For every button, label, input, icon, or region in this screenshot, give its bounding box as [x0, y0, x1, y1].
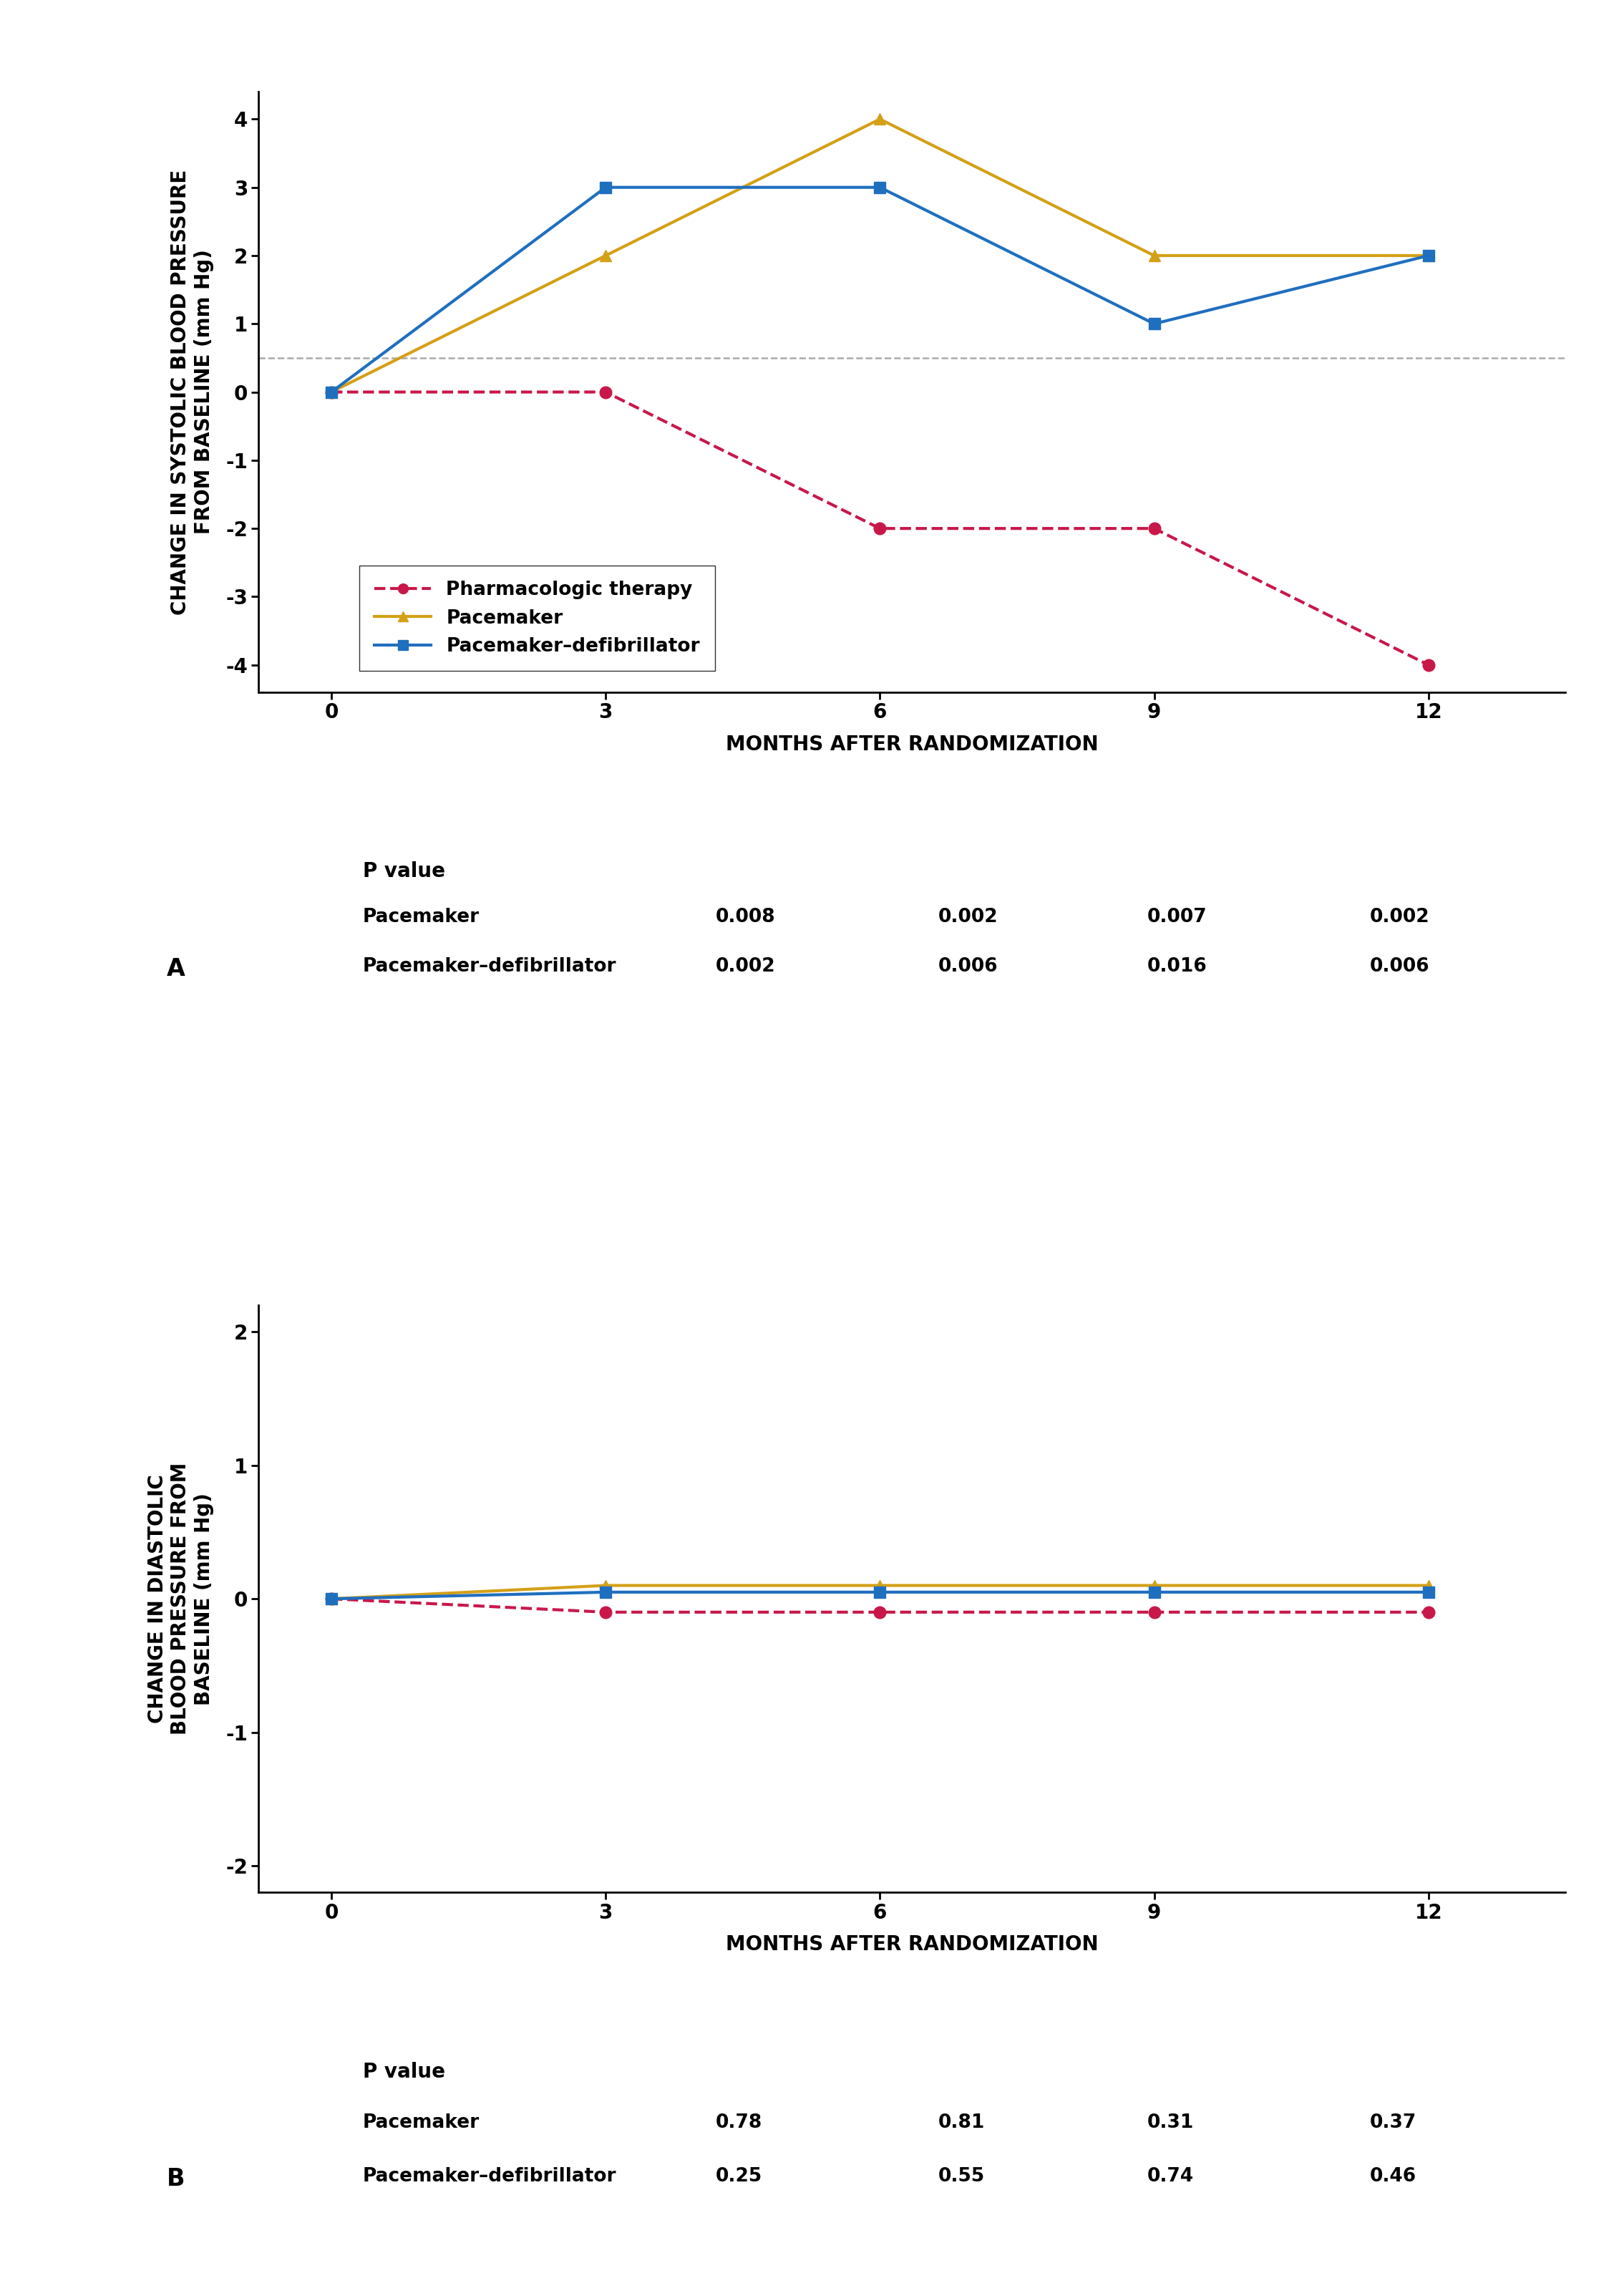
Text: 0.37: 0.37 — [1369, 2112, 1415, 2131]
Text: 0.74: 0.74 — [1148, 2167, 1194, 2186]
Y-axis label: CHANGE IN SYSTOLIC BLOOD PRESSURE
FROM BASELINE (mm Hg): CHANGE IN SYSTOLIC BLOOD PRESSURE FROM B… — [171, 170, 213, 615]
Text: P value: P value — [363, 861, 445, 882]
Text: 0.81: 0.81 — [938, 2112, 985, 2131]
Text: 0.002: 0.002 — [938, 907, 997, 928]
Text: 0.016: 0.016 — [1148, 957, 1207, 976]
Text: 0.002: 0.002 — [717, 957, 776, 976]
Text: B: B — [166, 2167, 186, 2190]
Text: 0.46: 0.46 — [1369, 2167, 1415, 2186]
Text: Pacemaker–defibrillator: Pacemaker–defibrillator — [363, 957, 617, 976]
Text: Pacemaker–defibrillator: Pacemaker–defibrillator — [363, 2167, 617, 2186]
Text: Pacemaker: Pacemaker — [363, 907, 479, 928]
Text: 0.007: 0.007 — [1148, 907, 1207, 928]
Text: 0.008: 0.008 — [717, 907, 776, 928]
Text: 0.25: 0.25 — [717, 2167, 762, 2186]
Legend: Pharmacologic therapy, Pacemaker, Pacemaker–defibrillator: Pharmacologic therapy, Pacemaker, Pacema… — [360, 565, 715, 670]
Text: 0.78: 0.78 — [717, 2112, 762, 2131]
Text: P value: P value — [363, 2062, 445, 2082]
Text: 0.006: 0.006 — [1369, 957, 1430, 976]
X-axis label: MONTHS AFTER RANDOMIZATION: MONTHS AFTER RANDOMIZATION — [726, 1936, 1098, 1954]
Text: 0.55: 0.55 — [938, 2167, 985, 2186]
X-axis label: MONTHS AFTER RANDOMIZATION: MONTHS AFTER RANDOMIZATION — [726, 735, 1098, 755]
Text: 0.31: 0.31 — [1148, 2112, 1194, 2131]
Text: Pacemaker: Pacemaker — [363, 2112, 479, 2131]
Text: 0.006: 0.006 — [938, 957, 997, 976]
Text: A: A — [166, 957, 186, 980]
Text: 0.002: 0.002 — [1369, 907, 1430, 928]
Y-axis label: CHANGE IN DIASTOLIC
BLOOD PRESSURE FROM
BASELINE (mm Hg): CHANGE IN DIASTOLIC BLOOD PRESSURE FROM … — [147, 1463, 213, 1736]
